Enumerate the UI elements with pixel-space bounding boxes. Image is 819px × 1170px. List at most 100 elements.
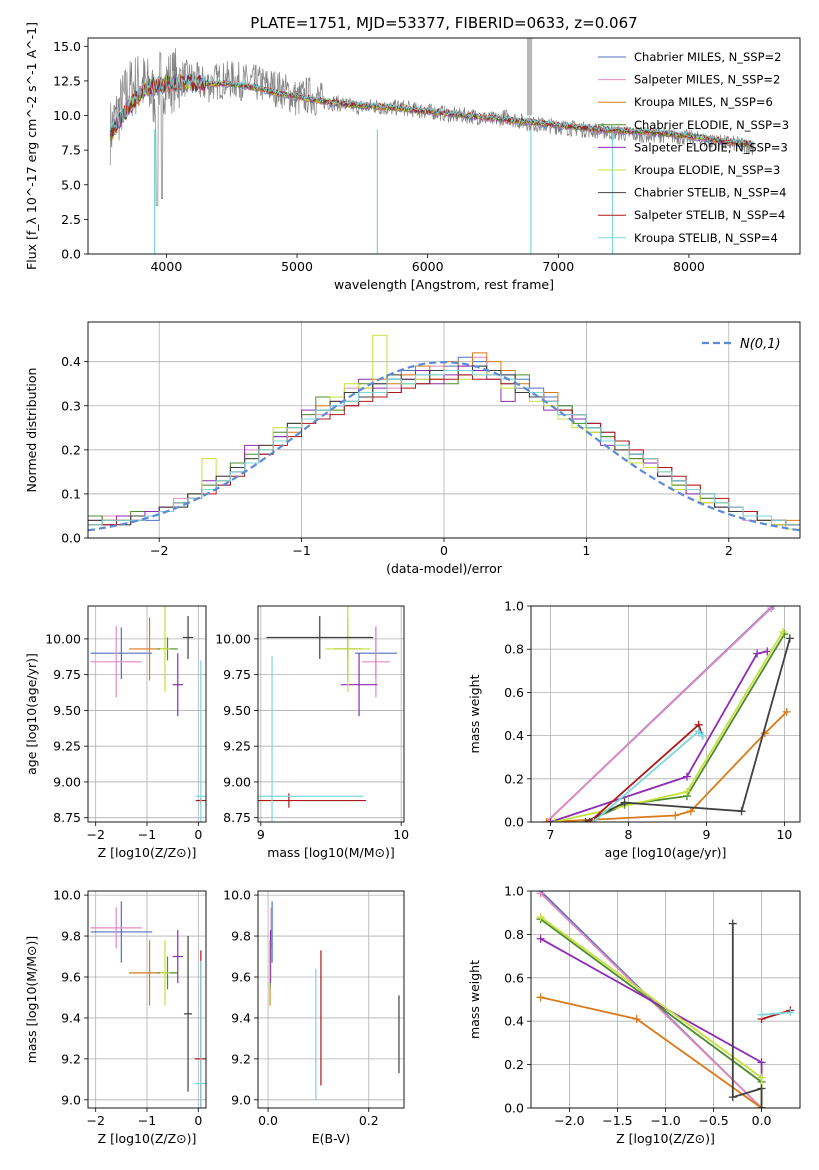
legend-entry: Salpeter ELODIE, N_SSP=3 <box>634 140 788 154</box>
y-tick-label: 10.00 <box>215 631 251 646</box>
axes-frame <box>87 37 801 255</box>
axes-frame <box>87 605 207 823</box>
y-axis-label: Normed distribution <box>24 368 39 493</box>
y-tick-label: 8.75 <box>53 810 81 825</box>
x-tick-label: −1 <box>138 827 156 842</box>
y-tick-label: 10.00 <box>45 631 81 646</box>
x-tick-label: 0.0 <box>258 1113 278 1128</box>
y-tick-label: 1.0 <box>504 599 524 614</box>
axes-frame <box>257 890 405 1109</box>
y-tick-label: 0.8 <box>504 642 524 657</box>
weight-marker <box>763 647 772 656</box>
y-tick-label: 7.5 <box>61 143 81 158</box>
legend: Chabrier MILES, N_SSP=2 Salpeter MILES, N… <box>598 50 789 245</box>
y-tick-label: 9.6 <box>231 969 251 984</box>
legend-entry: Kroupa STELIB, N_SSP=4 <box>634 231 778 245</box>
x-tick-label: 1 <box>582 543 590 558</box>
y-tick-label: 9.00 <box>53 774 81 789</box>
plot-area <box>90 901 206 1108</box>
x-axis-label: (data-model)/error <box>386 561 503 576</box>
weight-line-8 <box>761 1009 791 1020</box>
y-tick-label: 9.25 <box>53 739 81 754</box>
legend-entry: Kroupa MILES, N_SSP=6 <box>634 95 773 109</box>
weight-marker <box>589 818 598 822</box>
x-tick-label: 8 <box>624 827 632 842</box>
y-axis-label: mass [log10(M/M⊙)] <box>24 936 39 1064</box>
x-tick-label: −1.5 <box>602 1113 632 1128</box>
x-tick-label: 9 <box>257 827 265 842</box>
x-tick-label: 10 <box>393 827 409 842</box>
y-tick-label: 0.2 <box>504 771 524 786</box>
normal-curve <box>88 360 800 532</box>
weight-marker <box>536 993 545 1002</box>
axes-frame <box>87 321 801 539</box>
x-axis-label: Z [log10(Z/Z⊙)] <box>616 1131 715 1146</box>
axes-frame <box>87 890 207 1109</box>
y-tick-label: 9.4 <box>231 1010 251 1025</box>
chart-mass-weight-vs-Z: −2.0 −1.5 −1.0 −0.5 0.0 0.0 0.2 0.4 0.6 0.8 1.0 Z [… <box>467 884 801 1146</box>
model-line-9 <box>109 73 755 146</box>
chart-spectrum: 4000 5000 6000 7000 8000 0.0 2.5 5.0 7.5 10.0 12.5… <box>24 14 801 292</box>
legend-entry: Chabrier STELIB, N_SSP=4 <box>634 186 786 200</box>
x-tick-label: 0 <box>194 827 202 842</box>
x-tick-label: 6000 <box>412 259 444 274</box>
y-tick-label: 9.75 <box>53 667 81 682</box>
y-tick-label: 8.75 <box>223 810 251 825</box>
weight-marker <box>757 1058 766 1067</box>
y-tick-label: 2.5 <box>61 212 81 227</box>
weight-marker <box>620 798 629 807</box>
x-tick-label: 7000 <box>542 259 574 274</box>
plot-area <box>109 38 755 254</box>
y-tick-label: 0.4 <box>504 1014 524 1029</box>
masked-band <box>526 38 533 116</box>
y-tick-label: 0.0 <box>504 815 524 830</box>
y-tick-label: 5.0 <box>61 177 81 192</box>
x-axis-label: E(B-V) <box>312 1131 351 1146</box>
y-tick-label: 0.2 <box>61 442 81 457</box>
x-tick-label: −2 <box>86 1113 104 1128</box>
plot-area <box>88 334 800 532</box>
weight-line-6 <box>540 916 763 1108</box>
x-axis-label: Z [log10(Z/Z⊙)] <box>98 845 197 860</box>
x-axis-label: age [log10(age/yr)] <box>605 845 727 860</box>
y-tick-label: 0.6 <box>504 970 524 985</box>
weight-marker <box>757 1084 766 1093</box>
y-tick-label: 9.0 <box>61 1092 81 1107</box>
y-tick-label: 9.00 <box>223 774 251 789</box>
legend-entry: Chabrier MILES, N_SSP=2 <box>634 50 781 64</box>
weight-marker <box>778 627 787 636</box>
weight-marker <box>757 1104 766 1108</box>
y-tick-label: 0.4 <box>61 354 81 369</box>
legend-entry: Chabrier ELODIE, N_SSP=3 <box>634 118 789 132</box>
x-tick-label: 0 <box>194 1113 202 1128</box>
weight-marker <box>632 1015 641 1024</box>
chart-mass-weight-vs-age: 7 8 9 10 0.0 0.2 0.4 0.6 0.8 1.0 age [log10(age/yr… <box>467 599 801 860</box>
legend-entry: Kroupa ELODIE, N_SSP=3 <box>634 163 780 177</box>
x-tick-label: −2 <box>150 543 168 558</box>
weight-line-5 <box>540 937 763 1108</box>
y-axis-label: mass weight <box>467 674 482 753</box>
plot-area <box>268 901 400 1100</box>
weight-marker <box>757 1010 766 1019</box>
weight-marker <box>671 811 680 820</box>
x-tick-label: −2.0 <box>554 1113 584 1128</box>
plot-area <box>258 606 397 822</box>
y-axis-label: mass weight <box>467 960 482 1039</box>
y-tick-label: 9.8 <box>231 929 251 944</box>
chart-age-vs-mass: 9 10 8.75 9.00 9.25 9.50 9.75 10.00 mass [log10(… <box>215 605 409 860</box>
chart-title: PLATE=1751, MJD=53377, FIBERID=0633, z=0… <box>250 14 637 32</box>
axes-frame <box>530 890 801 1109</box>
chart-residuals: −2 −1 0 1 2 0.0 0.1 0.2 0.3 0.4 (data-model)/error… <box>24 321 801 576</box>
x-tick-label: −2 <box>86 827 104 842</box>
x-tick-label: 4000 <box>150 259 182 274</box>
x-tick-label: 8000 <box>673 259 705 274</box>
weight-marker <box>682 772 691 781</box>
weight-marker <box>550 818 559 822</box>
y-tick-label: 1.0 <box>504 884 524 899</box>
y-axis-label: age [log10(age/yr)] <box>24 653 39 775</box>
y-tick-label: 10.0 <box>53 888 81 903</box>
y-tick-label: 0.6 <box>504 685 524 700</box>
x-tick-label: −1 <box>292 543 310 558</box>
legend-entry: Salpeter MILES, N_SSP=2 <box>634 73 780 87</box>
